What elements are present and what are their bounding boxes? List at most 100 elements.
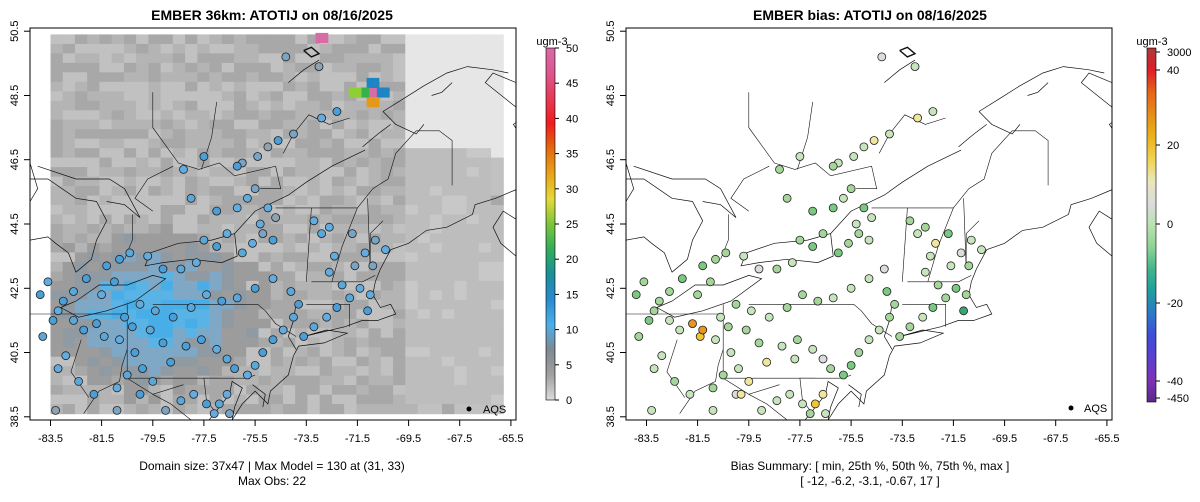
grid-cell (87, 62, 100, 73)
grid-cell (442, 366, 455, 377)
grid-cell (221, 186, 235, 197)
grid-cell (405, 129, 419, 140)
grid-cell (344, 309, 357, 320)
grid-cell (319, 299, 333, 310)
grid-cell (123, 129, 137, 140)
grid-cell (295, 375, 308, 386)
grid-cell (136, 252, 149, 263)
grid-cell (307, 148, 321, 159)
y-tick-label: 48.5 (9, 85, 21, 106)
grid-cell (307, 186, 321, 197)
grid-cell (283, 186, 296, 197)
grid-cell (429, 119, 443, 130)
grid-cell (185, 91, 198, 102)
grid-cell (454, 261, 468, 272)
grid-cell (344, 186, 357, 197)
boundary-line (907, 275, 972, 283)
grid-cell (74, 205, 88, 216)
grid-cell (442, 129, 455, 140)
grid-cell (50, 129, 64, 140)
grid-cell (466, 157, 480, 168)
aqs-site-marker (138, 364, 147, 374)
grid-cell (50, 394, 64, 405)
grid-cell (87, 404, 100, 415)
grid-cell (148, 328, 162, 339)
aqs-site-marker (186, 193, 196, 203)
grid-cell (429, 337, 443, 348)
boundary-line (369, 220, 384, 269)
grid-cell (50, 81, 64, 92)
grid-cell (197, 394, 211, 405)
grid-cell (270, 176, 284, 187)
grid-cell (319, 100, 333, 111)
grid-cell (123, 252, 137, 263)
grid-cell (429, 347, 443, 358)
grid-cell (344, 280, 357, 291)
grid-cell (123, 205, 137, 216)
grid-cell (62, 157, 76, 168)
bias-site-marker (877, 52, 887, 62)
grid-cell (380, 205, 394, 216)
aqs-site-marker (294, 299, 304, 309)
grid-cell (319, 280, 333, 291)
grid-cell (454, 233, 468, 244)
grid-cell (319, 138, 333, 149)
grid-cell (331, 328, 345, 339)
grid-cell (368, 299, 382, 310)
grid-cell (368, 328, 382, 339)
grid-cell (319, 233, 333, 244)
aqs-site-marker (127, 322, 137, 332)
grid-cell (197, 280, 211, 291)
grid-cell (380, 366, 394, 377)
boundary-line (37, 165, 141, 218)
grid-cell (393, 91, 406, 102)
grid-cell (197, 100, 211, 111)
right-panel-title: EMBER bias: ATOTIJ on 08/16/2025 (753, 7, 987, 23)
grid-cell (62, 186, 76, 197)
grid-cell (172, 119, 186, 130)
grid-cell (295, 356, 308, 367)
aqs-site-marker (237, 248, 247, 258)
grid-cell (185, 205, 198, 216)
grid-cell (136, 347, 149, 358)
boundary-line (740, 233, 834, 267)
grid-cell (393, 224, 406, 235)
grid-cell (344, 119, 357, 130)
grid-cell (454, 280, 468, 291)
x-tick-label: -67.5 (447, 433, 472, 445)
grid-cell (417, 53, 431, 64)
bias-site-marker (723, 322, 733, 332)
grid-cell (74, 157, 88, 168)
boundary-line (907, 130, 1049, 209)
grid-cell (283, 205, 296, 216)
grid-cell (393, 261, 406, 272)
grid-cell (319, 119, 333, 130)
grid-cell (478, 375, 492, 386)
grid-cell (221, 243, 235, 254)
grid-cell (368, 129, 382, 140)
aqs-site-marker (263, 142, 273, 152)
grid-cell (454, 290, 468, 301)
bias-site-marker (764, 312, 774, 322)
grid-cell-high (366, 87, 380, 98)
grid-cell (123, 62, 137, 73)
grid-cell (99, 385, 113, 396)
grid-cell (442, 176, 455, 187)
aqs-site-marker (53, 364, 63, 374)
boundary-line (331, 207, 358, 282)
grid-cell (466, 356, 480, 367)
aqs-site-marker (248, 238, 257, 248)
grid-cell (454, 167, 468, 178)
bias-site-marker (744, 376, 754, 386)
grid-cell (185, 72, 198, 83)
grid-cell (148, 347, 162, 358)
grid-cell (283, 100, 296, 111)
grid-cell (380, 252, 394, 263)
grid-cell (466, 91, 480, 102)
x-tick-label: -65.5 (1094, 433, 1119, 445)
grid-cell (417, 233, 431, 244)
grid-cell (185, 318, 198, 329)
grid-cell (172, 91, 186, 102)
aqs-site-marker (324, 222, 334, 232)
grid-cell (393, 34, 406, 45)
